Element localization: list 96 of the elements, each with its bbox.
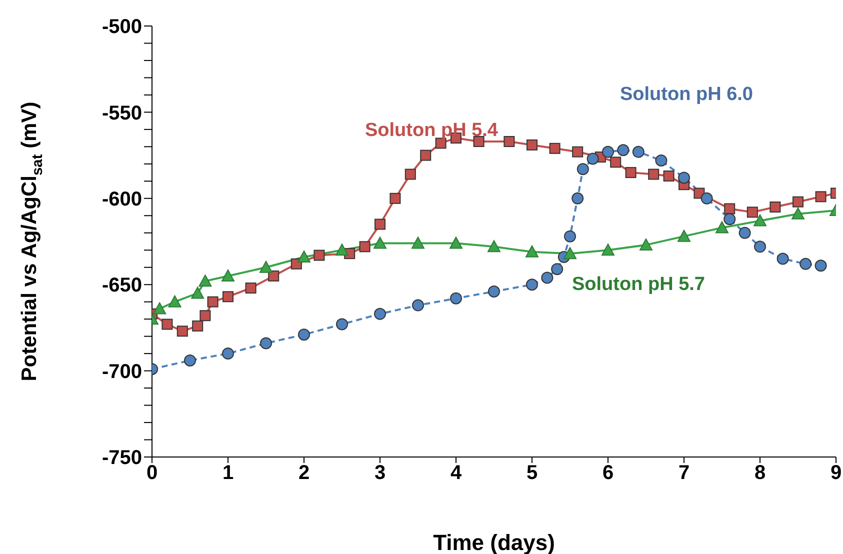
point bbox=[526, 278, 538, 291]
x-tick-label: 2 bbox=[298, 462, 310, 484]
point bbox=[176, 326, 188, 337]
point bbox=[526, 245, 538, 258]
point bbox=[625, 167, 636, 178]
point bbox=[314, 250, 325, 261]
point bbox=[586, 152, 599, 165]
point bbox=[648, 168, 660, 180]
point bbox=[572, 192, 584, 204]
x-tick-label: 3 bbox=[374, 462, 386, 484]
y-tick-label: -550 bbox=[102, 102, 142, 124]
point bbox=[724, 203, 736, 214]
point bbox=[260, 337, 272, 350]
point bbox=[374, 236, 386, 249]
x-tick-label: 5 bbox=[526, 462, 538, 484]
point bbox=[663, 170, 674, 182]
x-tick-label: 8 bbox=[754, 462, 766, 484]
point bbox=[632, 146, 644, 158]
point bbox=[792, 196, 804, 208]
point bbox=[754, 214, 766, 226]
point bbox=[412, 236, 424, 249]
point bbox=[602, 146, 614, 158]
point bbox=[572, 146, 584, 158]
point bbox=[617, 144, 630, 156]
point bbox=[504, 136, 515, 148]
point bbox=[374, 308, 386, 320]
point bbox=[336, 318, 348, 330]
x-tick-label: 6 bbox=[602, 462, 614, 484]
point bbox=[222, 348, 234, 360]
point bbox=[700, 192, 713, 204]
x-tick-label: 7 bbox=[678, 462, 690, 484]
point bbox=[168, 295, 182, 308]
point bbox=[390, 192, 401, 204]
x-tick-label: 0 bbox=[146, 462, 158, 484]
point bbox=[420, 150, 432, 161]
point bbox=[815, 191, 826, 202]
point bbox=[526, 139, 538, 150]
point bbox=[564, 247, 576, 260]
text: Soluton pH 6.0 bbox=[620, 84, 753, 106]
x-tick-label: 4 bbox=[450, 462, 462, 484]
point bbox=[602, 244, 614, 256]
point bbox=[678, 230, 690, 242]
point bbox=[640, 238, 652, 250]
y-tick-label: -500 bbox=[102, 16, 142, 38]
point bbox=[549, 142, 560, 154]
point bbox=[200, 310, 211, 322]
point bbox=[298, 250, 310, 263]
series-label: Soluton pH 5.4 bbox=[365, 120, 498, 142]
point bbox=[260, 260, 272, 273]
point bbox=[792, 207, 804, 220]
point bbox=[716, 221, 728, 234]
point bbox=[191, 286, 204, 299]
point bbox=[564, 230, 576, 242]
point bbox=[488, 240, 500, 252]
point bbox=[473, 136, 484, 148]
point bbox=[814, 260, 827, 272]
x-tick-label: 1 bbox=[222, 462, 234, 484]
point bbox=[184, 354, 196, 366]
point bbox=[610, 156, 622, 168]
point bbox=[551, 263, 564, 276]
y-tick-label: -700 bbox=[102, 360, 142, 383]
point bbox=[268, 270, 280, 282]
point bbox=[738, 226, 751, 239]
series-label: Soluton pH 5.7 bbox=[572, 274, 705, 296]
point bbox=[678, 172, 690, 184]
point bbox=[541, 272, 554, 284]
point bbox=[655, 154, 668, 166]
point bbox=[576, 163, 589, 176]
point bbox=[192, 320, 204, 332]
x-tick-label: 9 bbox=[830, 462, 842, 484]
point bbox=[488, 285, 500, 298]
point bbox=[450, 292, 462, 304]
point bbox=[198, 274, 212, 287]
point bbox=[404, 168, 416, 180]
y-tick-label: -750 bbox=[102, 447, 142, 470]
point bbox=[298, 328, 310, 341]
point bbox=[746, 206, 758, 218]
point bbox=[776, 252, 789, 265]
point bbox=[412, 299, 424, 312]
point bbox=[800, 258, 812, 270]
y-tick-label: -600 bbox=[102, 188, 142, 210]
point bbox=[222, 291, 234, 302]
point bbox=[207, 296, 218, 308]
point bbox=[359, 241, 370, 252]
point bbox=[153, 302, 166, 314]
point bbox=[374, 218, 386, 230]
point bbox=[162, 318, 173, 330]
point bbox=[222, 269, 234, 282]
point bbox=[245, 282, 256, 294]
y-tick-label: -650 bbox=[102, 274, 142, 297]
point bbox=[450, 236, 462, 249]
point bbox=[770, 202, 781, 213]
point bbox=[754, 240, 766, 253]
point bbox=[435, 138, 446, 149]
point bbox=[336, 244, 348, 256]
point bbox=[724, 213, 736, 226]
